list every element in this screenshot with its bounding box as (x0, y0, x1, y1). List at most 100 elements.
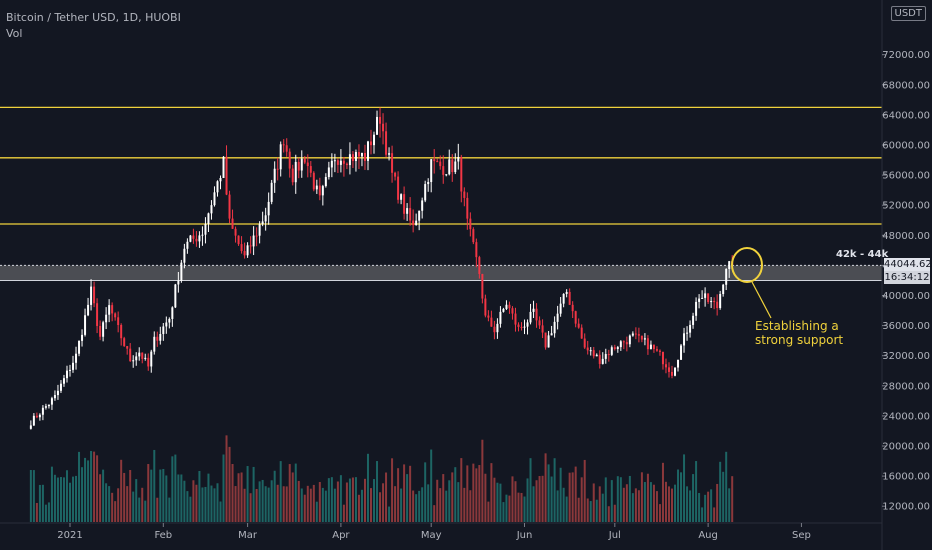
volume-bar (225, 435, 228, 522)
candle-body (397, 176, 400, 200)
candle-body (222, 156, 225, 179)
candle-body (198, 235, 201, 242)
candle-body (619, 341, 622, 348)
candle-body (556, 313, 559, 322)
candle-body (391, 153, 394, 173)
candle-body (559, 303, 562, 314)
candle-body (243, 251, 246, 256)
volume-bar (126, 486, 129, 522)
volume-indicator-label[interactable]: Vol (6, 27, 23, 40)
volume-bar (439, 488, 442, 522)
volume-bar (583, 459, 586, 522)
volume-bar (147, 464, 150, 522)
candle-body (695, 301, 698, 316)
candle-body (342, 160, 345, 164)
candle-body (592, 350, 595, 357)
candle-body (382, 123, 385, 132)
candle-body (511, 308, 514, 314)
candle-body (490, 317, 493, 327)
candle-body (686, 332, 689, 334)
candle-body (47, 404, 50, 407)
time-axis[interactable]: 2021 Feb Mar Apr May Jun Jul Aug Sep (57, 523, 811, 541)
volume-bar (562, 487, 565, 522)
volume-bar (32, 470, 35, 522)
volume-bar (547, 464, 550, 522)
candle-body (312, 172, 315, 190)
volume-bar (144, 500, 147, 522)
volume-bar (35, 502, 38, 522)
volume-bar (186, 491, 189, 522)
candle-body (315, 185, 318, 190)
volume-bar (460, 458, 463, 522)
candle-body (373, 134, 376, 146)
volume-bar (240, 472, 243, 522)
time-tick-label: Sep (792, 530, 811, 541)
candle-body (701, 297, 704, 299)
candle-body (379, 116, 382, 124)
candle-body (481, 273, 484, 299)
candle-body (207, 213, 210, 224)
volume-bar (258, 481, 261, 522)
candle-body (93, 286, 96, 304)
candle-body (589, 350, 592, 352)
volume-bar (246, 466, 249, 522)
volume-bar (538, 476, 541, 522)
volume-bar (385, 472, 388, 522)
volume-bar (622, 487, 625, 522)
volume-bar (195, 484, 198, 522)
volume-bar (487, 501, 490, 522)
volume-bar (514, 481, 517, 522)
candle-body (177, 280, 180, 285)
volume-bar (270, 480, 273, 522)
volume-bar (309, 488, 312, 522)
candle-body (90, 286, 93, 305)
candle-body (120, 324, 123, 339)
volume-bar (219, 501, 222, 522)
volume-bar (466, 465, 469, 522)
candle-body (577, 323, 580, 328)
volume-bar (454, 467, 457, 522)
candle-body (123, 338, 126, 347)
volume-bar (592, 483, 595, 522)
volume-bar (303, 494, 306, 522)
volume-bar (731, 476, 734, 522)
countdown-tag: 16:34:12 (884, 271, 930, 284)
support-annotation-line2: strong support (755, 333, 844, 347)
candle-body (357, 152, 360, 157)
candle-body (713, 300, 716, 302)
candle-body (96, 303, 99, 326)
price-tick-label: 32000.00 (882, 351, 930, 362)
volume-bar (544, 453, 547, 522)
candle-body (532, 308, 535, 312)
volume-bar (400, 488, 403, 522)
support-zone-band (0, 265, 882, 281)
candle-body (523, 326, 526, 328)
volume-bar (728, 488, 731, 522)
volume-bar (568, 472, 571, 522)
candle-body (607, 354, 610, 356)
volume-bar (189, 496, 192, 522)
candle-body (674, 367, 677, 376)
volume-bar (360, 489, 363, 522)
candle-body (640, 335, 643, 340)
candle-body (288, 151, 291, 169)
candle-body (333, 160, 336, 162)
candle-body (300, 158, 303, 171)
candle-body (550, 333, 553, 336)
volume-bar (707, 491, 710, 522)
volume-bar (363, 478, 366, 522)
price-tick-label: 64000.00 (882, 110, 930, 121)
volume-bar (433, 505, 436, 522)
volume-bar (165, 475, 168, 522)
candle-body (598, 354, 601, 364)
candle-body (192, 235, 195, 239)
candle-body (370, 141, 372, 146)
candle-body (529, 311, 532, 323)
currency-badge[interactable]: USDT (890, 6, 926, 21)
volume-bar (376, 461, 379, 522)
volume-bar (463, 487, 466, 522)
candle-body (472, 229, 475, 243)
candle-body (234, 228, 237, 236)
volume-bar (59, 477, 62, 522)
